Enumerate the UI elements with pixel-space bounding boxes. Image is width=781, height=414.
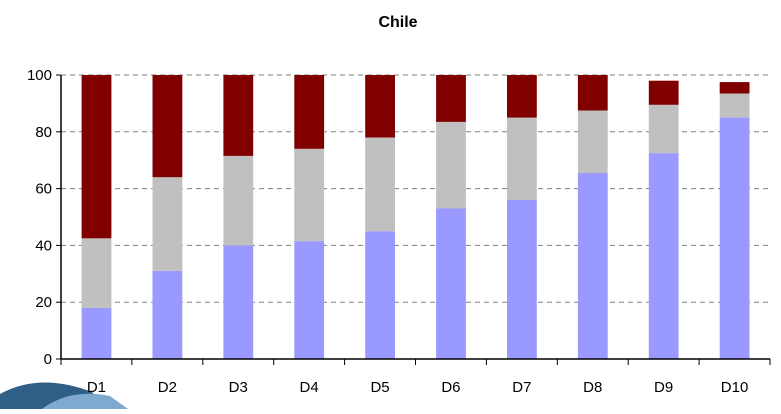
bar-segment-d10-3	[719, 82, 750, 94]
bar-segment-d4-2	[294, 148, 325, 242]
bar-segment-d7-1	[507, 200, 537, 359]
x-tick-label: D6	[441, 379, 460, 396]
x-tick-label: D9	[654, 379, 673, 396]
bar-segment-d1-3	[81, 75, 112, 239]
y-tick-label: 0	[44, 351, 52, 368]
bar-segment-d5-2	[365, 137, 395, 232]
bars	[81, 75, 750, 359]
y-tick-label: 40	[35, 237, 52, 254]
corner-decoration	[0, 382, 128, 409]
bar-segment-d4-3	[294, 75, 325, 149]
y-tick-label: 80	[35, 124, 52, 141]
bar-segment-d5-1	[365, 231, 395, 359]
y-tick-label: 100	[27, 67, 52, 84]
bar-segment-d3-2	[223, 155, 254, 246]
bar-segment-d9-2	[648, 104, 679, 154]
x-tick-label: D3	[229, 379, 248, 396]
bar-segment-d2-3	[152, 75, 183, 178]
bar-segment-d3-3	[223, 75, 254, 156]
bar-segment-d4-1	[294, 241, 325, 359]
x-tick-labels: D1 D2 D3 D4 D5 D6 D7 D8 D9 D10	[87, 379, 748, 396]
bar-segment-d8-1	[577, 173, 608, 359]
y-tick-labels: 0 20 40 60 80 100	[27, 67, 52, 368]
bar-segment-d10-1	[719, 117, 750, 359]
x-tick-label: D10	[721, 379, 749, 396]
x-tick-label: D1	[87, 379, 106, 396]
x-tick-label: D4	[300, 379, 319, 396]
bar-segment-d7-3	[507, 75, 537, 118]
bar-segment-d5-3	[365, 75, 395, 138]
bar-segment-d9-1	[648, 153, 679, 359]
bar-segment-d6-1	[436, 208, 466, 359]
x-tick-label: D8	[583, 379, 602, 396]
x-tick-label: D7	[512, 379, 531, 396]
bar-segment-d2-2	[152, 177, 183, 271]
axes	[56, 74, 771, 365]
x-tick-label: D5	[370, 379, 389, 396]
x-tick-label: D2	[158, 379, 177, 396]
bar-segment-d3-1	[223, 245, 254, 359]
chart-title: Chile	[378, 14, 417, 31]
bar-segment-d8-2	[577, 110, 608, 173]
bar-segment-d1-1	[81, 307, 112, 359]
bar-segment-d7-2	[507, 117, 537, 200]
bar-segment-d6-2	[436, 121, 466, 209]
y-tick-label: 60	[35, 181, 52, 198]
bar-segment-d9-3	[648, 80, 679, 105]
bar-segment-d10-2	[719, 93, 750, 118]
bar-segment-d1-2	[81, 238, 112, 308]
corner-swoosh-light	[42, 393, 128, 409]
bar-segment-d6-3	[436, 75, 466, 122]
bar-segment-d2-1	[152, 271, 183, 359]
y-tick-label: 20	[35, 294, 52, 311]
bar-segment-d8-3	[577, 75, 608, 111]
